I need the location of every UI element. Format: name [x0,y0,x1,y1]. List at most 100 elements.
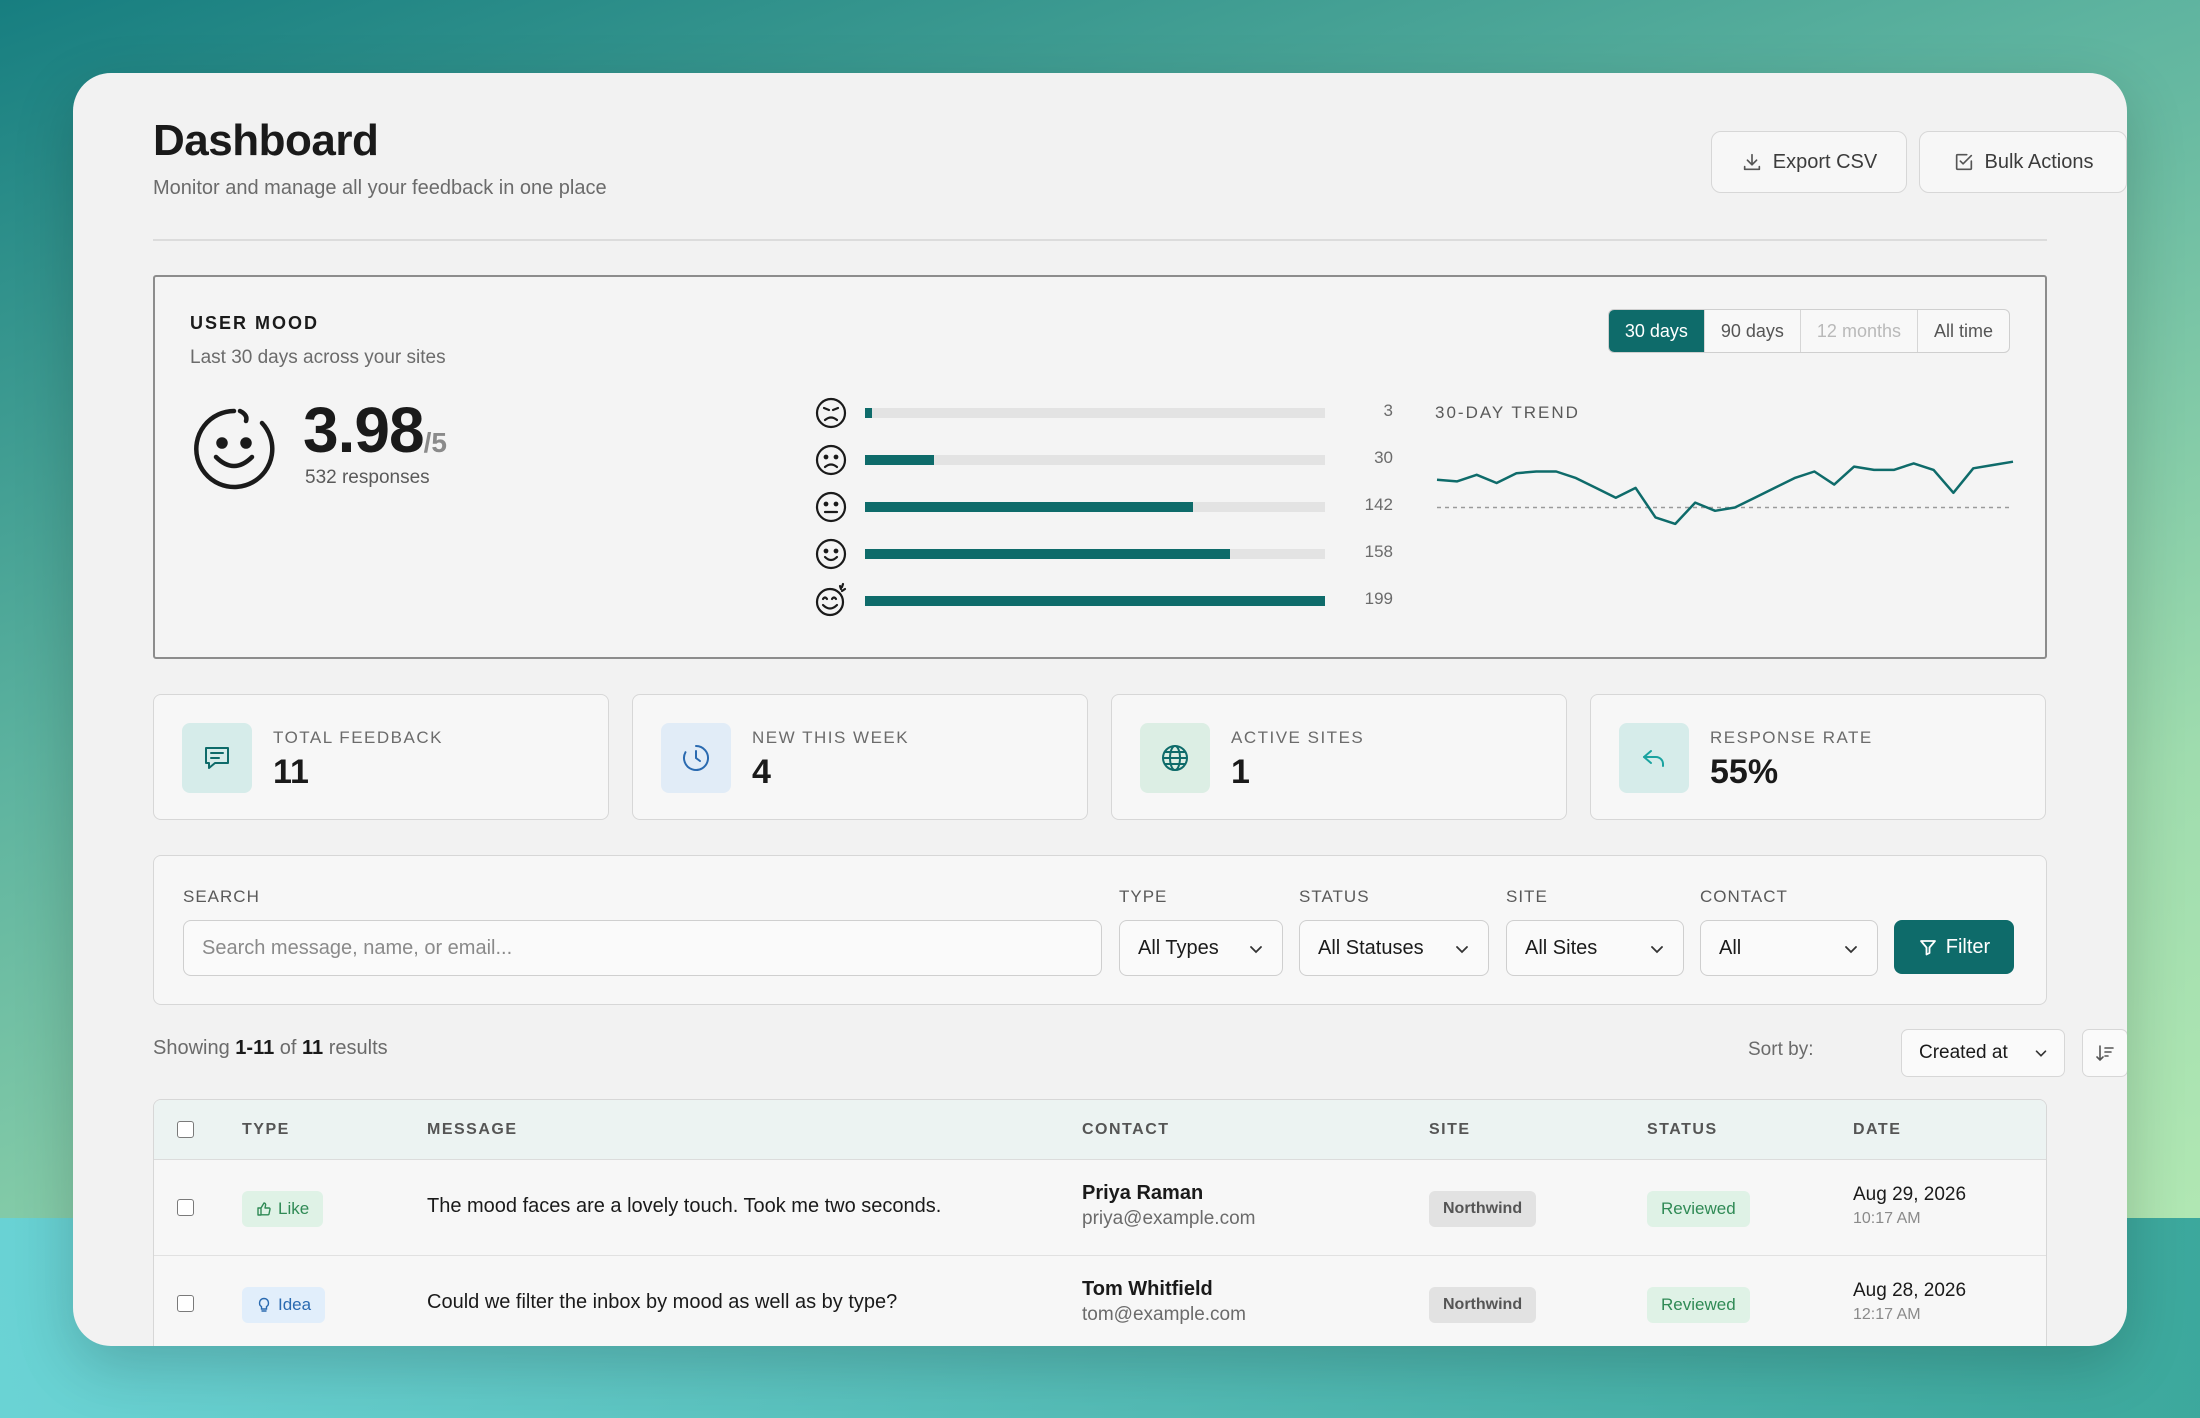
app-window: Dashboard Monitor and manage all your fe… [73,73,2127,1346]
mood-distribution-row: 142 [813,488,1393,524]
stat-label: NEW THIS WEEK [752,728,910,747]
status-select[interactable]: All Statuses [1299,920,1489,976]
sort-by-label: Sort by: [1748,1039,1814,1060]
bulk-actions-button[interactable]: Bulk Actions [1919,131,2127,193]
row-time: 10:17 AM [1853,1210,1921,1227]
column-header-message[interactable]: MESSAGE [427,1121,518,1138]
sort-select[interactable]: Created at [1901,1029,2065,1077]
angry-face-icon [815,397,847,429]
sort-order-button[interactable] [2082,1029,2127,1077]
column-header-type[interactable]: TYPE [242,1121,290,1138]
range-tab-12-months[interactable]: 12 months [1799,310,1917,352]
chat-message-icon [205,747,229,769]
stat-icon-box [661,723,731,793]
bulk-actions-label: Bulk Actions [1984,150,2094,173]
happy-face-icon [815,538,847,570]
contact-select[interactable]: All [1700,920,1878,976]
filter-button[interactable]: Filter [1894,920,2014,974]
type-select[interactable]: All Types [1119,920,1283,976]
trend-series-line [1436,460,2014,526]
chevron-down-icon [2035,1050,2047,1057]
contact-label: CONTACT [1700,887,1788,906]
column-header-status[interactable]: STATUS [1647,1121,1718,1138]
trend-label: 30-DAY TREND [1435,403,1580,422]
checkbox-check-icon [1955,153,1972,171]
feedback-table: TYPE MESSAGE CONTACT SITE STATUS DATE Li… [153,1099,2047,1346]
sort-select-value: Created at [1919,1042,2008,1063]
type-select-value: All Types [1138,936,1219,959]
distribution-track [865,549,1325,559]
site-badge: Northwind [1429,1287,1537,1323]
stat-card-total-feedback: TOTAL FEEDBACK 11 [153,694,609,820]
site-select[interactable]: All Sites [1506,920,1684,976]
export-csv-label: Export CSV [1772,150,1878,173]
sort-descending-icon [2096,1045,2114,1062]
mood-distribution-row: 30 [813,441,1393,477]
header-divider [153,239,2047,241]
distribution-count: 30 [1374,448,1393,467]
table-row[interactable]: Like The mood faces are a lovely touch. … [154,1160,2046,1256]
stat-icon-box [182,723,252,793]
mood-distribution-row: 199 [813,582,1393,618]
distribution-fill [865,596,1325,606]
page-subtitle: Monitor and manage all your feedback in … [153,177,607,199]
range-tab-all-time[interactable]: All time [1916,310,2009,352]
row-time: 12:17 AM [1853,1306,1921,1323]
globe-icon [1162,745,1188,771]
range-tabs: 30 days 90 days 12 months All time [1607,309,2010,353]
contact-email: priya@example.com [1082,1208,1256,1229]
sad-face-icon [815,444,847,476]
results-total: 11 [302,1037,324,1059]
range-tab-30-days[interactable]: 30 days [1608,310,1704,352]
distribution-count: 3 [1383,401,1393,420]
results-of: of [279,1037,297,1059]
search-input[interactable]: Search message, name, or email... [183,920,1102,976]
clock-icon [683,745,709,771]
smiley-face-icon [194,408,275,490]
distribution-fill [865,408,872,418]
status-label: STATUS [1299,887,1370,906]
distribution-track [865,502,1325,512]
page-title: Dashboard [153,116,379,165]
results-suffix: results [328,1037,388,1059]
mood-subtitle: Last 30 days across your sites [190,347,446,368]
distribution-fill [865,455,935,465]
distribution-count: 142 [1364,495,1393,514]
type-label: TYPE [1119,887,1168,906]
type-badge-label: Like [278,1199,310,1218]
column-header-site[interactable]: SITE [1429,1121,1471,1138]
reply-icon [1643,750,1664,767]
mood-score-value: 3.98 [303,394,425,466]
range-tab-90-days[interactable]: 90 days [1703,310,1800,352]
user-mood-card: USER MOOD Last 30 days across your sites… [153,275,2047,659]
row-date: Aug 29, 2026 [1853,1184,1967,1205]
stat-value: 11 [273,753,309,791]
column-header-date[interactable]: DATE [1853,1121,1902,1138]
status-badge: Reviewed [1647,1287,1750,1323]
distribution-count: 199 [1364,589,1393,608]
chevron-down-icon [1250,946,1262,954]
chevron-down-icon [1845,946,1857,954]
lightbulb-icon [258,1297,270,1312]
export-csv-button[interactable]: Export CSV [1711,131,1907,193]
mood-score-max: /5 [423,427,447,458]
stat-icon-box [1140,723,1210,793]
mood-responses: 532 responses [305,467,430,488]
table-row[interactable]: Idea Could we filter the inbox by mood a… [154,1256,2046,1346]
download-icon [1743,153,1760,171]
site-badge: Northwind [1429,1191,1537,1227]
filter-button-label: Filter [1945,935,1991,958]
funnel-icon [1919,940,1936,956]
stat-icon-box [1619,723,1689,793]
thumbs-up-icon [257,1202,271,1216]
stat-card-active-sites: ACTIVE SITES 1 [1111,694,1567,820]
row-checkbox[interactable] [177,1295,194,1312]
row-checkbox[interactable] [177,1199,194,1216]
select-all-checkbox[interactable] [177,1121,194,1138]
results-summary: Showing 1-11 of 11 results [153,1037,388,1060]
site-select-value: All Sites [1525,936,1598,959]
contact-name: Tom Whitfield [1082,1278,1213,1300]
neutral-face-icon [815,491,847,523]
column-header-contact[interactable]: CONTACT [1082,1121,1170,1138]
chevron-down-icon [1456,946,1468,954]
